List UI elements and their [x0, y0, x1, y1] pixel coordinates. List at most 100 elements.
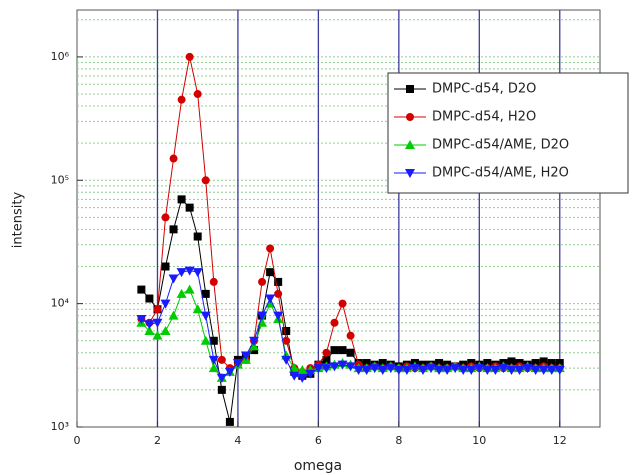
x-tick-label: 6 — [315, 434, 322, 447]
marker — [282, 327, 291, 336]
marker — [274, 277, 283, 286]
legend-label: DMPC-d54, H2O — [432, 110, 536, 125]
marker — [474, 364, 485, 374]
marker — [482, 365, 493, 375]
marker — [297, 373, 308, 383]
marker — [330, 346, 339, 355]
marker — [377, 365, 388, 375]
marker — [406, 85, 414, 93]
marker — [458, 365, 469, 375]
marker — [200, 311, 211, 321]
marker — [184, 266, 195, 276]
marker — [265, 294, 276, 304]
marker — [329, 362, 340, 372]
marker — [257, 311, 268, 321]
marker — [530, 365, 541, 375]
marker — [177, 95, 186, 104]
marker — [498, 364, 509, 374]
y-axis-label: intensity — [11, 192, 26, 249]
plot-area — [136, 52, 565, 426]
marker — [161, 262, 170, 271]
marker — [192, 304, 203, 314]
marker — [217, 385, 226, 394]
legend-label: DMPC-d54, D2O — [432, 82, 536, 97]
marker — [201, 289, 210, 298]
marker — [168, 310, 179, 320]
marker — [136, 315, 147, 325]
marker — [426, 364, 437, 374]
marker — [225, 417, 234, 426]
x-tick-label: 2 — [154, 434, 161, 447]
marker — [145, 294, 154, 303]
marker — [209, 277, 218, 286]
marker — [405, 140, 415, 149]
marker — [353, 365, 364, 375]
marker — [406, 113, 414, 121]
marker — [208, 355, 219, 365]
marker — [152, 330, 163, 340]
marker — [209, 336, 218, 345]
marker — [152, 318, 163, 328]
x-tick-label: 4 — [234, 434, 241, 447]
marker — [258, 277, 267, 286]
marker — [483, 359, 492, 368]
marker — [240, 351, 251, 361]
marker — [554, 365, 565, 375]
marker — [330, 318, 339, 327]
marker — [169, 154, 178, 163]
marker — [401, 365, 412, 375]
legend-box — [387, 72, 629, 194]
marker — [450, 364, 461, 374]
marker — [506, 365, 517, 375]
marker — [200, 335, 211, 345]
marker — [266, 244, 275, 253]
legend-label: DMPC-d54/AME, D2O — [432, 138, 569, 153]
marker — [514, 365, 525, 375]
marker — [507, 357, 516, 366]
marker — [289, 371, 300, 381]
marker — [555, 359, 564, 368]
marker — [338, 346, 347, 355]
marker — [185, 52, 194, 61]
marker — [417, 365, 428, 375]
marker — [193, 232, 202, 241]
marker — [322, 355, 331, 364]
marker — [177, 195, 186, 204]
x-tick-label: 10 — [472, 434, 486, 447]
marker — [153, 305, 162, 314]
marker — [321, 364, 332, 374]
marker — [266, 268, 275, 277]
marker — [305, 369, 316, 379]
marker — [193, 90, 202, 99]
x-tick-label: 0 — [74, 434, 81, 447]
marker — [169, 225, 178, 234]
marker — [338, 299, 347, 308]
marker — [201, 176, 210, 185]
marker — [538, 365, 549, 375]
marker — [185, 203, 194, 212]
marker — [522, 364, 533, 374]
marker — [144, 326, 155, 336]
marker — [249, 336, 260, 346]
marker — [217, 355, 226, 364]
marker — [224, 367, 235, 377]
marker — [137, 285, 146, 294]
y-tick-label: 10⁶ — [51, 50, 70, 63]
y-tick-label: 10⁴ — [51, 297, 70, 310]
x-tick-label: 8 — [395, 434, 402, 447]
marker — [393, 365, 404, 375]
marker — [346, 331, 355, 340]
marker — [168, 274, 179, 284]
marker — [362, 359, 371, 368]
marker — [282, 336, 291, 345]
marker — [409, 364, 420, 374]
marker — [176, 268, 187, 278]
marker — [249, 341, 260, 351]
marker — [547, 359, 556, 368]
marker — [161, 213, 170, 222]
marker — [322, 348, 331, 357]
marker — [144, 320, 155, 330]
marker — [297, 364, 308, 374]
marker — [273, 311, 284, 321]
